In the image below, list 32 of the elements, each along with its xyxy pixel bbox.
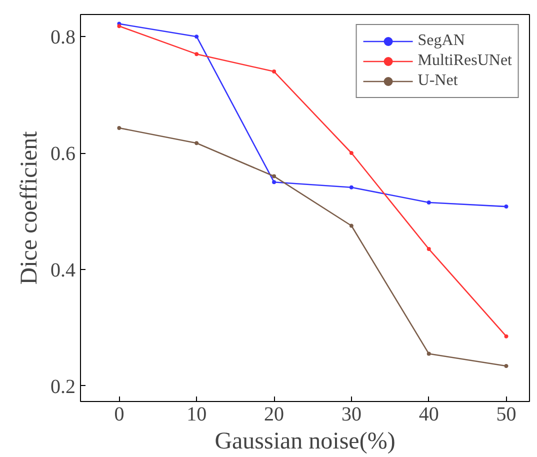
point [504, 364, 508, 368]
point [272, 180, 276, 184]
point [504, 334, 508, 338]
x-tick-label: 0 [114, 404, 124, 426]
point [426, 247, 431, 252]
x-tick-label: 30 [341, 404, 362, 426]
point [349, 185, 354, 190]
point [272, 174, 276, 178]
y-tick-label: 0.6 [50, 143, 76, 166]
point [272, 70, 276, 74]
y-axis-title: Dice coefficient [16, 130, 42, 285]
point [504, 204, 508, 209]
point [117, 126, 122, 130]
legend-label: MultiResUNet [418, 52, 512, 70]
point [349, 224, 354, 228]
point [194, 52, 199, 56]
y-tick-label: 0.2 [50, 376, 76, 398]
x-axis-title: Gaussian noise(%) [214, 428, 396, 454]
point [349, 151, 354, 155]
x-tick-label: 50 [496, 404, 516, 426]
x-tick-label: 40 [418, 404, 439, 426]
x-tick-label: 20 [264, 404, 284, 426]
legend-label: SegAN [418, 32, 465, 50]
y-tick-label: 0.8 [50, 26, 76, 49]
point [194, 34, 199, 39]
point [194, 141, 199, 146]
legend-label: U-Net [418, 72, 458, 90]
point [426, 352, 431, 356]
point [426, 200, 431, 204]
y-tick-label: 0.4 [50, 259, 76, 282]
x-tick-label: 10 [186, 404, 207, 426]
point [117, 24, 122, 28]
